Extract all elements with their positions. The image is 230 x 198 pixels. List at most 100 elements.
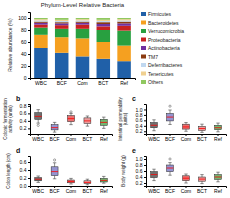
x-tick: WBC xyxy=(148,134,160,142)
cap-low xyxy=(86,126,89,127)
bar-segment xyxy=(97,26,111,30)
median xyxy=(183,178,190,179)
y-tick-mark xyxy=(28,113,30,114)
x-tick-label: BCT xyxy=(82,188,92,194)
x-tick-label: Com xyxy=(181,136,192,142)
y-tick-label: 80 xyxy=(21,27,27,33)
flier xyxy=(37,124,39,126)
cap-high xyxy=(216,123,219,124)
y-axis: 0.20.40.60.8 xyxy=(20,103,31,135)
box-body xyxy=(151,123,158,128)
y-tick: 0.8 xyxy=(136,162,146,168)
box xyxy=(84,116,91,126)
cap-low xyxy=(216,131,219,132)
whisker-low xyxy=(38,119,39,123)
y-tick-label: 0.8 xyxy=(136,112,143,118)
bar-segment xyxy=(97,42,111,59)
x-tick: BCT xyxy=(197,134,207,142)
cap-low xyxy=(200,183,203,184)
y-tick-mark xyxy=(28,18,30,19)
x-tick: Ref xyxy=(214,134,222,142)
x-tick-label: BCF xyxy=(165,188,175,194)
bar-segment xyxy=(117,46,131,62)
x-tick-label: BCT xyxy=(197,188,207,194)
cap-high xyxy=(102,117,105,118)
bar-segment xyxy=(97,22,111,24)
y-tick: 0.4 xyxy=(136,123,146,129)
x-tick-label: Ref xyxy=(100,188,108,194)
y-tick-label: 0 xyxy=(24,75,27,81)
y-tick-mark xyxy=(28,106,30,107)
y-axis-title: Colonic fermentationactivity (units) xyxy=(3,98,13,140)
x-tick: Com xyxy=(77,78,88,86)
box xyxy=(167,158,174,175)
y-tick-label: 0.4 xyxy=(136,123,143,129)
bar-layer xyxy=(34,23,131,27)
bar-segment xyxy=(34,18,48,19)
x-axis: WBCBCFComBCTRef xyxy=(147,134,227,142)
bar-segment xyxy=(34,48,48,78)
box xyxy=(199,124,206,132)
x-tick-label: BCT xyxy=(98,80,108,86)
x-tick: WBC xyxy=(32,134,44,142)
plot-area xyxy=(35,110,107,133)
figure: 020406080100WBCBCFComBCTRefRelative abun… xyxy=(0,0,230,198)
x-tick: WBC xyxy=(35,78,47,86)
median xyxy=(68,118,75,119)
cap-low xyxy=(36,182,39,183)
box xyxy=(151,120,158,131)
cap-high xyxy=(168,162,171,163)
median xyxy=(51,127,58,128)
box-body xyxy=(84,118,91,124)
legend-label: TM7 xyxy=(148,54,158,60)
x-tick: BCF xyxy=(165,186,175,194)
panel-label: b xyxy=(16,95,20,102)
y-tick-label: 1.0 xyxy=(136,156,143,162)
bar-segment xyxy=(97,24,111,26)
legend-swatch xyxy=(141,63,146,67)
x-tick-label: WBC xyxy=(148,136,160,142)
y-axis-title-line: Colon length (cm) xyxy=(6,153,11,189)
y-tick-label: 0.6 xyxy=(136,168,143,174)
median xyxy=(151,125,158,126)
legend-swatch xyxy=(141,72,146,76)
x-tick: Com xyxy=(66,186,77,194)
y-tick-label: 1.0 xyxy=(136,107,143,113)
bar-segment xyxy=(34,22,48,23)
axis-line xyxy=(144,157,147,187)
box-body xyxy=(51,125,58,130)
whisker-high xyxy=(154,120,155,123)
box-body xyxy=(68,116,75,122)
x-tick-label: BCF xyxy=(50,188,60,194)
whisker-low xyxy=(186,181,187,183)
y-axis-title: Intestinal permeability(units) xyxy=(118,96,128,140)
legend-item: Firmicutes xyxy=(141,11,172,17)
axis-line xyxy=(28,157,31,187)
legend-swatch xyxy=(141,46,146,50)
bar-segment xyxy=(55,53,69,78)
whisker-low xyxy=(154,178,155,181)
y-tick-mark xyxy=(144,165,146,166)
box-chart: 0.20.40.60.81.0WBCBCFComBCTRefIntestinal… xyxy=(118,95,227,142)
box xyxy=(215,172,222,182)
legend-swatch xyxy=(141,12,146,16)
median xyxy=(35,179,42,180)
median xyxy=(100,180,107,181)
median xyxy=(199,179,206,180)
cap-low xyxy=(184,131,187,132)
y-tick-label: 20 xyxy=(21,63,27,69)
box-body xyxy=(199,177,206,181)
cap-low xyxy=(216,181,219,182)
box xyxy=(68,178,75,184)
bar-segment xyxy=(55,29,69,37)
y-tick-label: 0.4 xyxy=(20,167,27,173)
box xyxy=(35,110,42,127)
x-tick-label: Com xyxy=(77,80,88,86)
x-tick: BCF xyxy=(50,134,60,142)
x-tick: BCF xyxy=(50,186,60,194)
whisker-low xyxy=(71,122,72,125)
title: Phylum-Level Relative Bacteria xyxy=(41,2,125,8)
x-tick: BCF xyxy=(57,78,67,86)
cap-high xyxy=(216,172,219,173)
whisker-low xyxy=(218,179,219,181)
